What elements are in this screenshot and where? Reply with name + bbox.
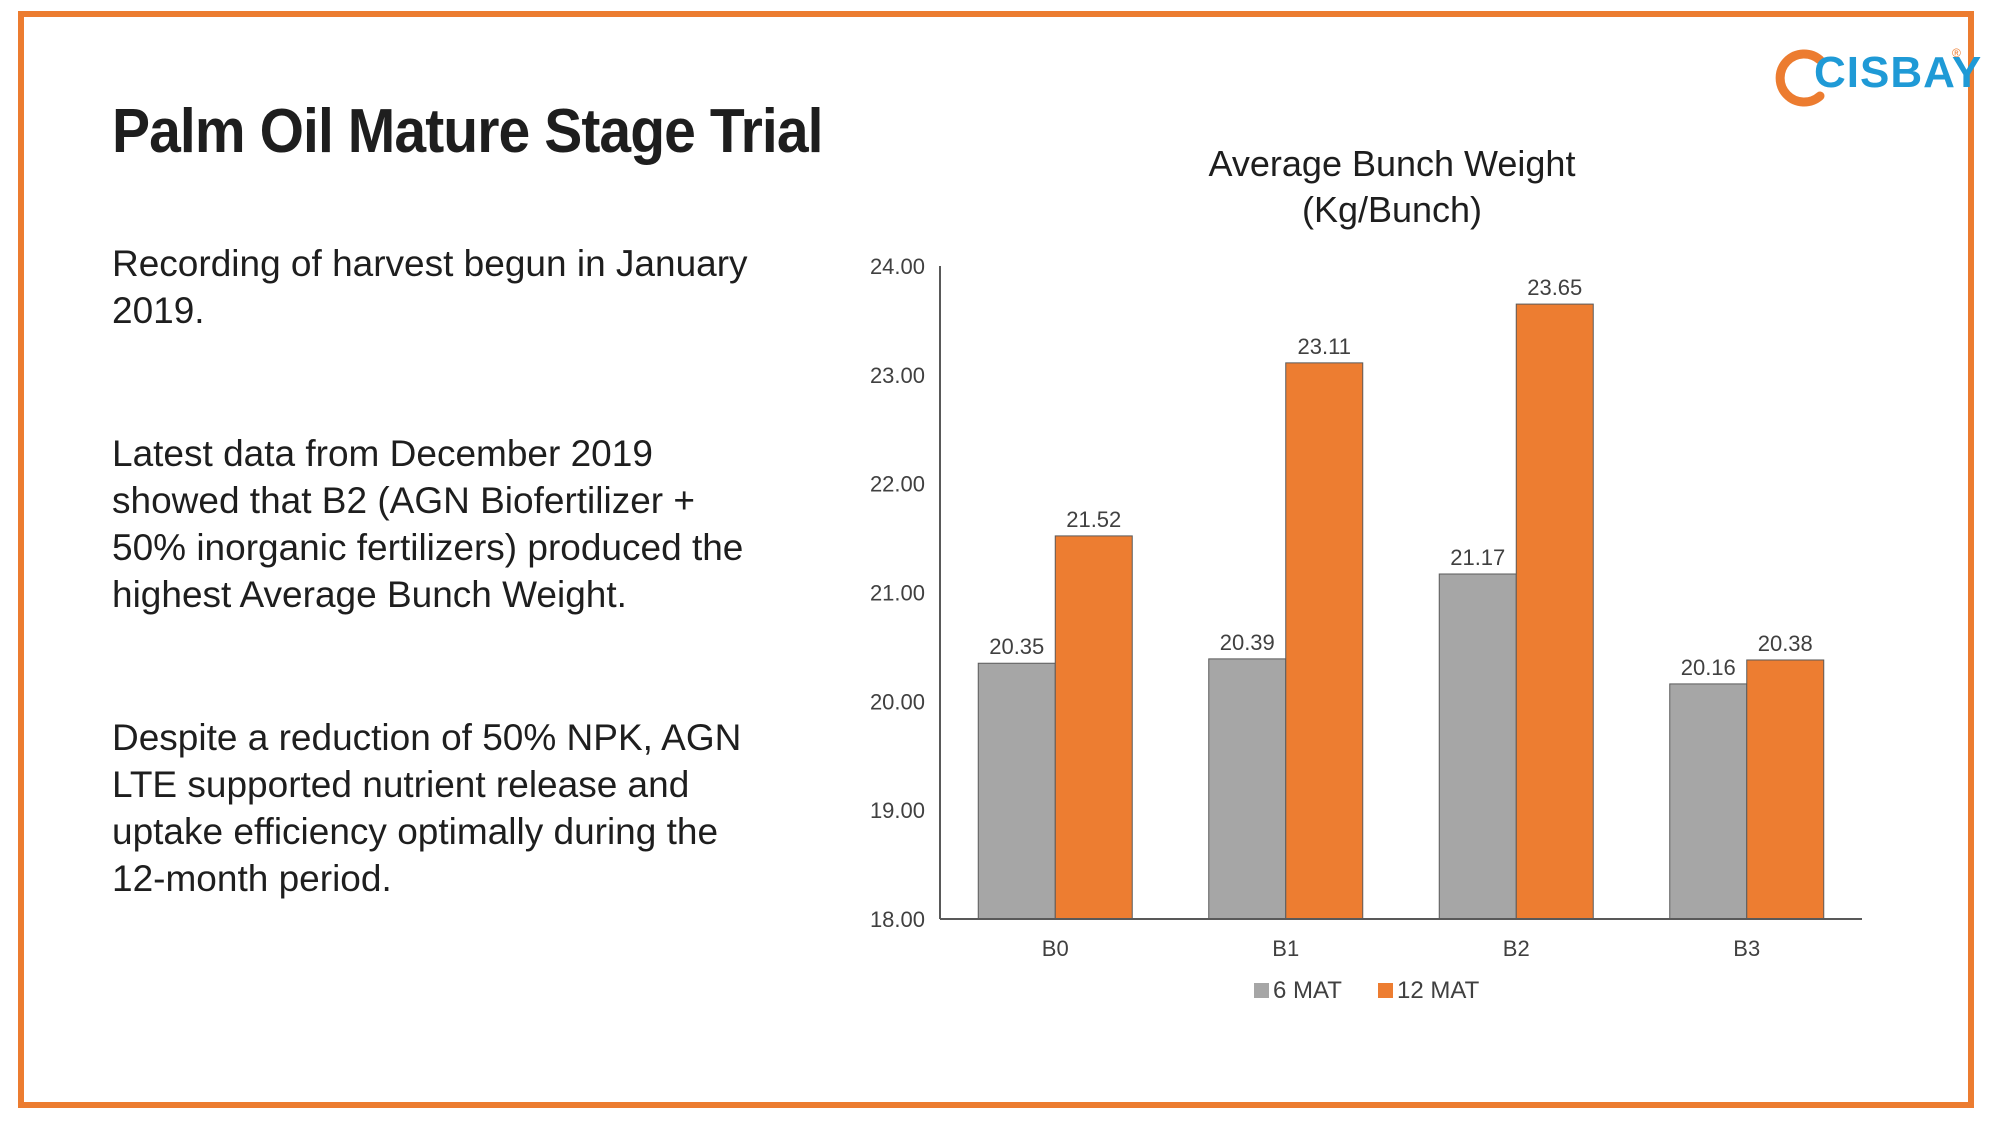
bar-12-mat-b3 [1746, 659, 1825, 920]
x-tick-label: B3 [1733, 936, 1760, 961]
bar-12-mat-b2 [1515, 303, 1594, 920]
y-tick-label: 22.00 [870, 472, 925, 497]
slide-title: Palm Oil Mature Stage Trial [112, 97, 824, 166]
logo-text: CISBAY [1814, 48, 1983, 97]
bar-value-label: 21.17 [1450, 545, 1505, 570]
bar-6-mat-b1 [1208, 658, 1287, 920]
bar-value-label: 20.38 [1758, 631, 1813, 656]
y-tick-label: 20.00 [870, 689, 925, 714]
bar-value-label: 23.65 [1527, 275, 1582, 300]
legend-swatch-series-12mat [1378, 983, 1393, 998]
paragraph-harvest-start: Recording of harvest begun in January 20… [112, 243, 748, 331]
legend-label-series-12mat: 12 MAT [1397, 977, 1480, 1004]
y-tick-label: 23.00 [870, 363, 925, 388]
bar-value-label: 20.39 [1220, 630, 1275, 655]
chart-title-line-1: Average Bunch Weight [1209, 143, 1576, 184]
legend-swatch-series-6mat [1254, 983, 1269, 998]
x-tick-label: B1 [1272, 936, 1299, 961]
chart-legend: 6 MAT 12 MAT [1254, 977, 1480, 1004]
bar-value-label: 20.35 [989, 634, 1044, 659]
slide-border [18, 11, 1974, 1108]
bars-group [977, 303, 1825, 920]
bar-6-mat-b2 [1438, 573, 1517, 920]
legend-label-series-6mat: 6 MAT [1273, 977, 1342, 1004]
bar-value-label: 23.11 [1298, 334, 1351, 359]
chart-title-line-2: (Kg/Bunch) [1302, 189, 1482, 230]
paragraph-latest-data: Latest data from December 2019 showed th… [112, 433, 744, 615]
y-tick-label: 24.00 [870, 254, 925, 279]
bar-value-label: 21.52 [1066, 507, 1121, 532]
cisbay-logo: CISBAY ® [1772, 38, 1981, 118]
bar-value-label: 20.16 [1681, 655, 1736, 680]
y-tick-label: 18.00 [870, 907, 925, 932]
logo-c-ring-icon [1775, 49, 1825, 107]
bar-6-mat-b0 [977, 662, 1056, 920]
paragraph-npk-reduction: Despite a reduction of 50% NPK, AGN LTE … [112, 717, 742, 899]
x-axis-ticks: B0 B1 B2 B3 [1042, 936, 1760, 961]
y-tick-label: 19.00 [870, 798, 925, 823]
x-tick-label: B0 [1042, 936, 1069, 961]
logo-registered-mark: ® [1952, 46, 1961, 60]
x-tick-label: B2 [1503, 936, 1530, 961]
bar-12-mat-b1 [1285, 362, 1364, 920]
bar-6-mat-b3 [1669, 683, 1748, 920]
y-axis-ticks: 18.00 19.00 20.00 21.00 22.00 23.00 24.00 [870, 254, 925, 932]
bar-12-mat-b0 [1054, 535, 1133, 920]
bar-labels-group: 20.35 21.52 20.39 23.11 21.17 23.65 20.16 20.38 [989, 275, 1813, 680]
y-tick-label: 21.00 [870, 581, 925, 606]
